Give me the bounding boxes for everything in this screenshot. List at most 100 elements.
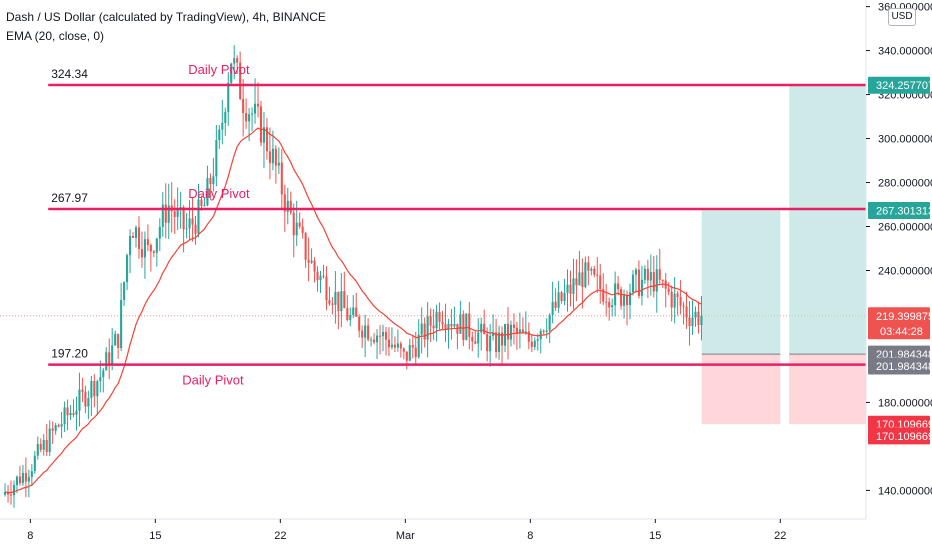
candle-10	[33, 451, 36, 474]
ema-legend[interactable]: EMA (20, close, 0)	[6, 29, 105, 43]
candle-223	[667, 282, 670, 296]
candle-body	[545, 330, 548, 332]
candle-101	[304, 231, 307, 268]
candle-body	[84, 391, 87, 407]
candle-41	[126, 253, 129, 290]
candle-body	[608, 301, 611, 308]
candle-body	[658, 269, 661, 280]
candle-body	[429, 316, 432, 326]
candle-54	[164, 183, 167, 239]
candle-141	[423, 317, 426, 348]
candle-body	[628, 292, 632, 306]
candle-189	[566, 269, 569, 312]
candle-230	[688, 301, 691, 346]
currency-button[interactable]: USD	[888, 8, 916, 26]
candle-97	[292, 203, 295, 258]
price-tag-value: 267.301313	[876, 205, 932, 217]
candle-body	[536, 339, 539, 341]
time-axis[interactable]	[0, 519, 932, 550]
candle-123	[370, 336, 373, 347]
candle-73	[221, 99, 224, 145]
candle-29	[90, 375, 93, 416]
candle-21	[66, 399, 69, 431]
candle-body	[527, 331, 530, 342]
candle-body	[602, 288, 605, 302]
candle-116	[349, 307, 352, 327]
candle-176	[527, 322, 530, 350]
candle-body	[611, 305, 614, 308]
candle-body	[230, 63, 233, 83]
candle-99	[298, 212, 301, 229]
candle-31	[96, 379, 99, 415]
candle-227	[679, 280, 682, 315]
candle-1	[6, 485, 10, 503]
candle-body	[18, 476, 21, 484]
candle-body	[355, 307, 358, 317]
candle-body	[108, 352, 111, 366]
candle-218	[652, 256, 655, 298]
candle-body	[99, 377, 102, 382]
candle-body	[640, 279, 643, 296]
candle-22	[69, 405, 72, 421]
candle-body	[271, 148, 274, 164]
candle-136	[408, 338, 411, 362]
candle-151	[453, 306, 456, 329]
candle-body	[215, 140, 218, 177]
candle-228	[682, 301, 685, 325]
candle-body	[370, 339, 373, 341]
candle-47	[143, 231, 146, 279]
candle-body	[36, 444, 39, 456]
candle-body	[48, 428, 51, 452]
candle-45	[137, 216, 141, 259]
candle-body	[21, 472, 24, 484]
price-tag-value: 170.109669	[876, 431, 932, 443]
candle-219	[655, 255, 658, 313]
candle-48	[146, 224, 149, 252]
candle-38	[117, 333, 120, 359]
candle-33	[102, 367, 105, 393]
candle-body	[140, 249, 143, 258]
candle-36	[111, 328, 114, 371]
candle-body	[30, 471, 33, 477]
candle-body	[173, 211, 176, 217]
ema-20-line	[5, 127, 702, 494]
candle-body	[489, 335, 492, 352]
x-tick-label: 15	[649, 530, 661, 542]
candle-93	[280, 148, 283, 209]
candle-body	[182, 207, 185, 230]
candle-32	[99, 360, 102, 393]
candle-113	[340, 273, 343, 328]
candle-body	[444, 324, 447, 329]
candle-196	[587, 256, 590, 286]
candle-206	[617, 275, 620, 296]
candle-body	[670, 291, 673, 308]
candle-body	[277, 162, 280, 166]
symbol-title: Dash / US Dollar (calculated by TradingV…	[6, 10, 326, 24]
candle-225	[673, 277, 676, 324]
candle-108	[325, 265, 328, 311]
candle-body	[453, 324, 456, 327]
candle-body	[146, 239, 149, 246]
candle-233	[697, 301, 700, 334]
candle-128	[384, 326, 388, 356]
candle-119	[358, 314, 361, 338]
candle-23	[72, 399, 75, 418]
candle-body	[45, 440, 48, 452]
candle-body	[343, 291, 346, 309]
candle-body	[322, 275, 325, 277]
x-tick-label: 22	[774, 530, 786, 542]
candle-118	[355, 292, 358, 318]
candle-16	[51, 421, 54, 444]
price-tag-countdown: 03:44:28	[880, 326, 923, 338]
x-tick-label: 8	[527, 530, 533, 542]
candle-body	[605, 301, 608, 303]
candle-body	[212, 176, 215, 184]
candle-body	[262, 127, 266, 143]
candle-body	[569, 284, 572, 294]
candle-body	[551, 301, 554, 315]
candle-body	[423, 323, 426, 340]
candle-body	[69, 412, 72, 416]
position-target-zone-1[interactable]	[701, 210, 781, 355]
candle-85	[256, 82, 260, 118]
